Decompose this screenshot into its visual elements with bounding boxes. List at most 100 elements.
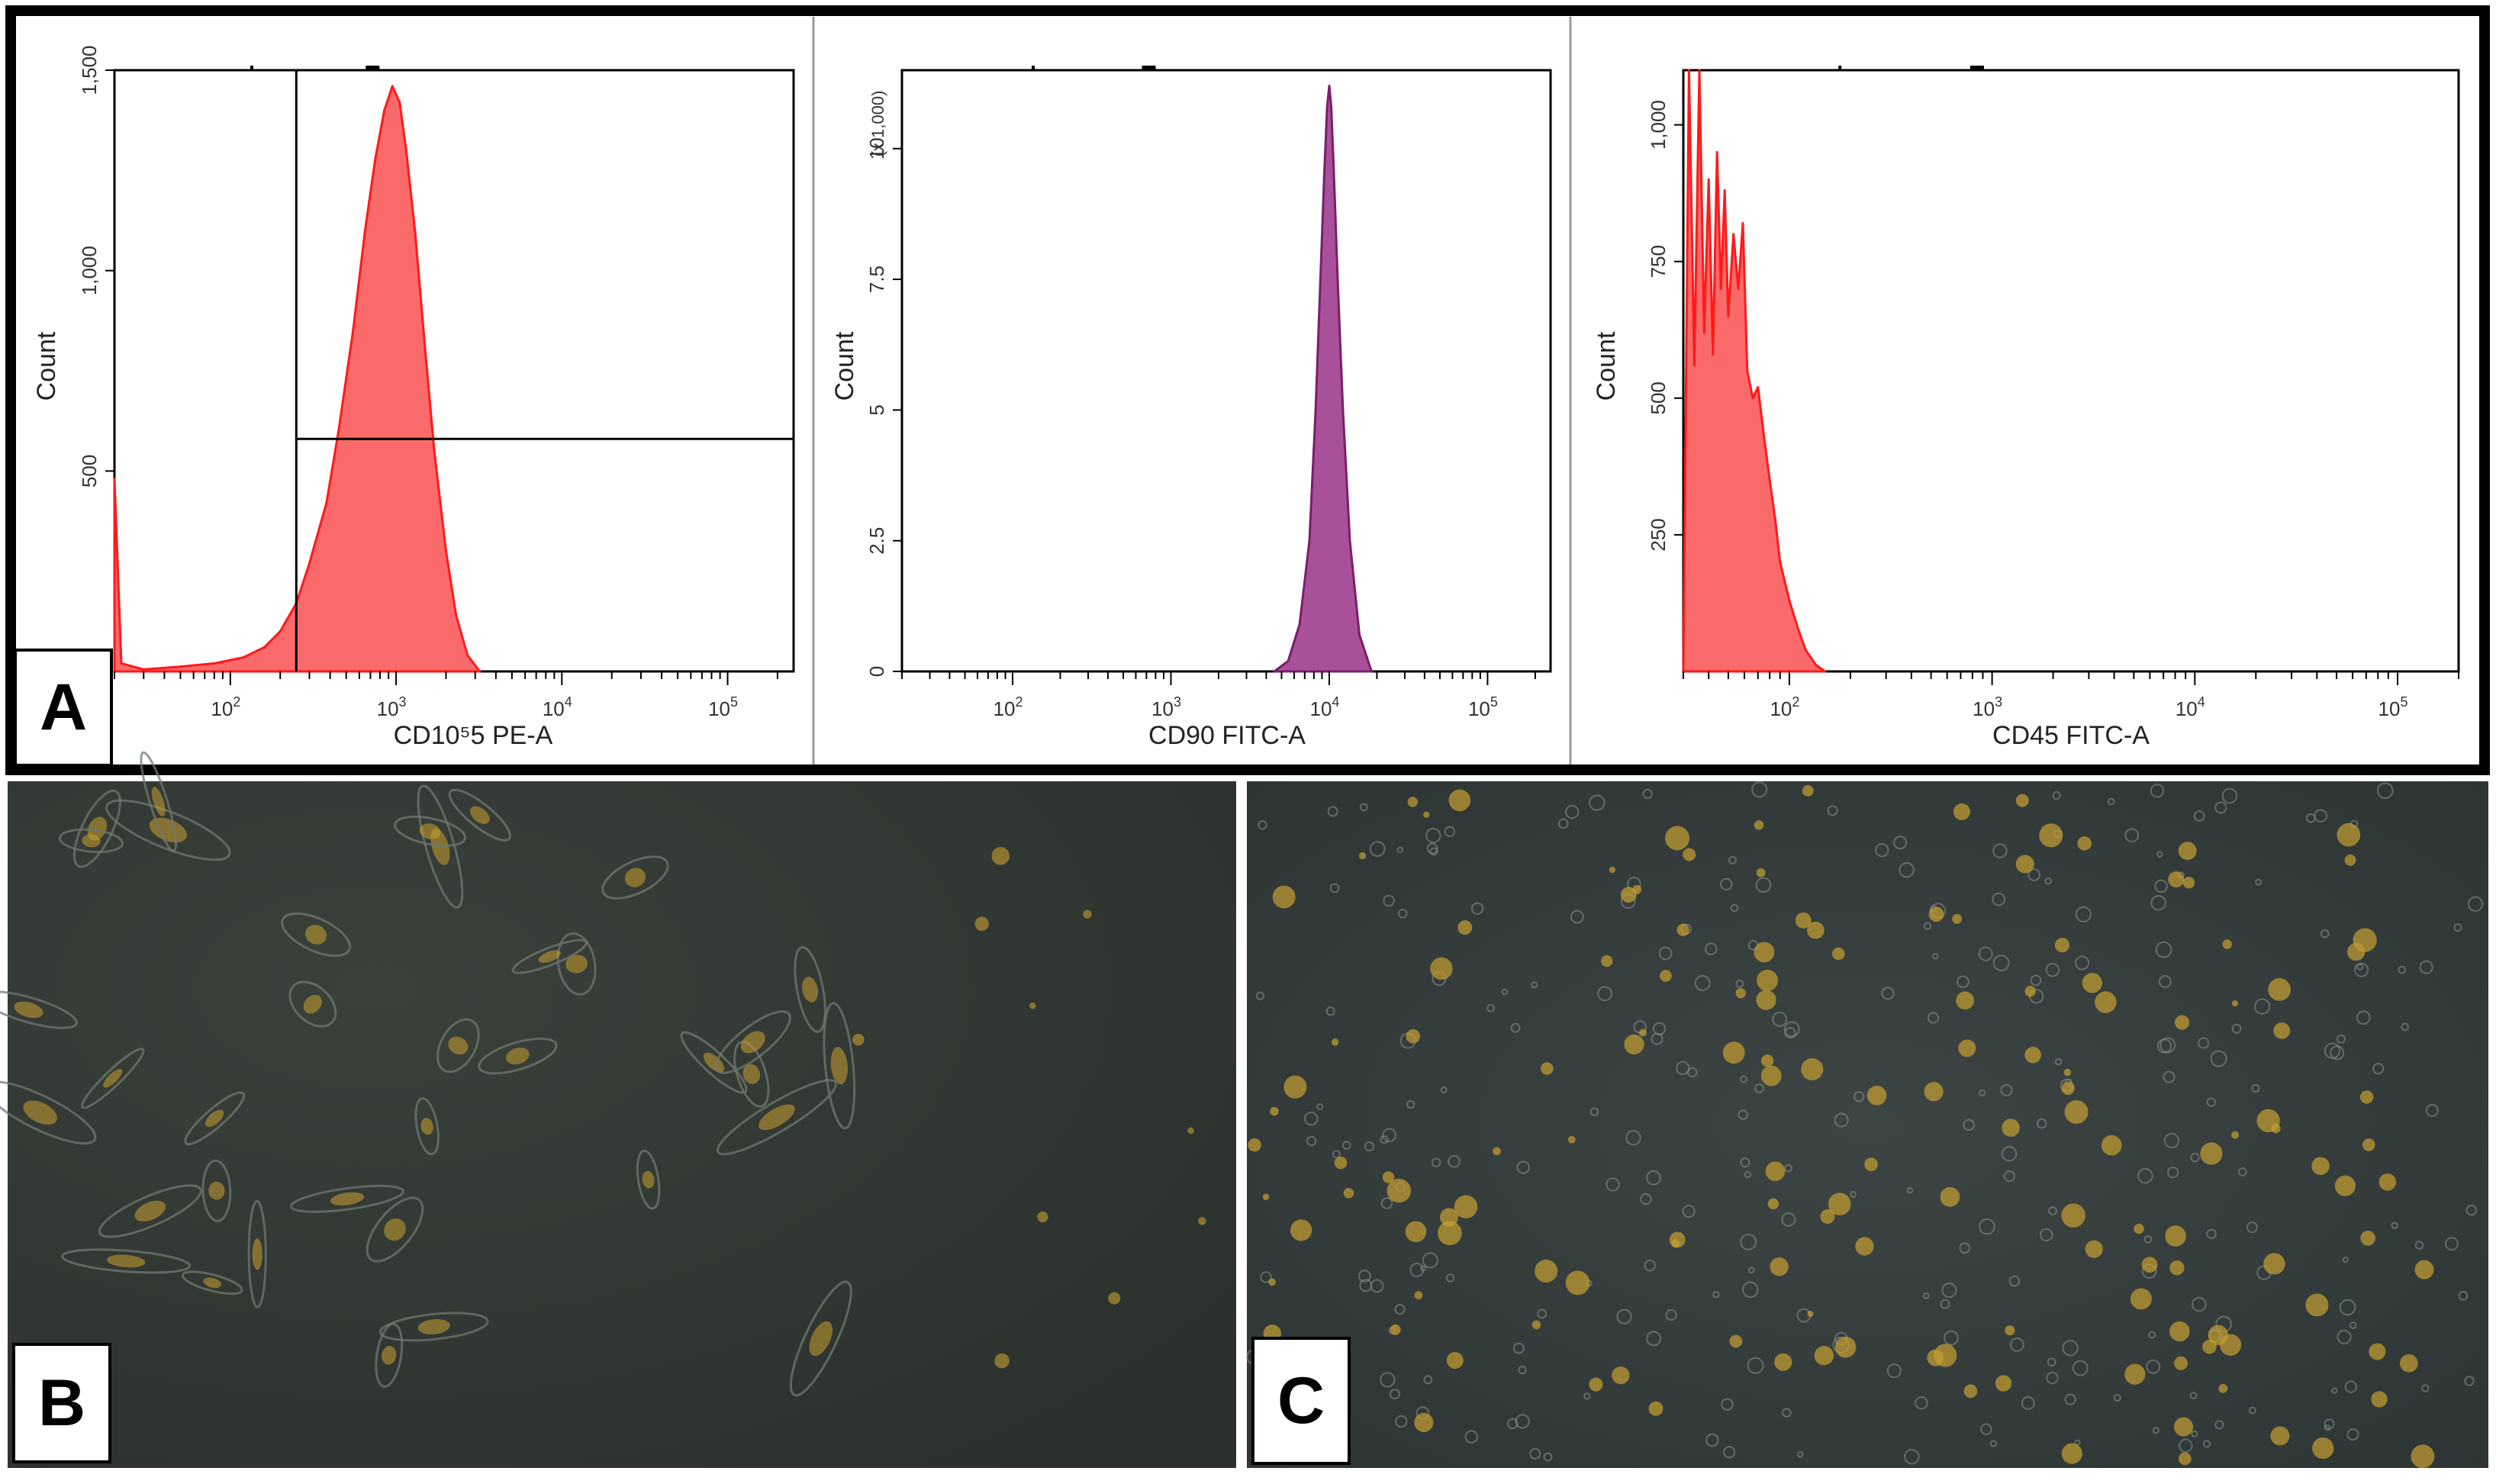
yellow-cell: [1801, 1057, 1824, 1081]
spindle-cell: [448, 788, 512, 842]
small-cell: [2398, 965, 2407, 974]
yellow-cell: [2082, 973, 2103, 993]
small-cell: [2152, 1427, 2159, 1434]
small-cell: [1687, 1067, 1698, 1078]
small-cell: [1394, 1303, 1406, 1315]
yellow-cell: [2061, 1203, 2085, 1228]
cell-nucleus: [703, 1052, 725, 1073]
yellow-cell: [1855, 1237, 1874, 1256]
small-cell: [2191, 1430, 2198, 1437]
small-cell: [1625, 1130, 1641, 1146]
data-point: [455, 614, 458, 616]
small-cell: [2254, 998, 2271, 1015]
small-cell: [1941, 1283, 1957, 1299]
small-cell: [1589, 1107, 1599, 1116]
data-point: [1796, 626, 1799, 629]
yellow-cell: [1268, 1278, 1276, 1286]
small-cell: [1537, 1309, 1548, 1319]
small-cell: [2009, 1337, 2024, 1352]
top-marker: [366, 66, 380, 70]
spindle-cell: [105, 799, 231, 861]
spindle-cell: [414, 1097, 440, 1156]
yellow-cell: [2173, 1417, 2194, 1437]
y-axis-label: Count: [830, 331, 859, 401]
small-cell: [2000, 1083, 2013, 1096]
small-cell: [1380, 1197, 1393, 1209]
yellow-cell: [2305, 1293, 2329, 1317]
yellow-cell: [1331, 1038, 1339, 1046]
small-cell: [1904, 1448, 1920, 1465]
small-cell: [1589, 794, 1605, 811]
small-cell: [2021, 1395, 2035, 1410]
yellow-cell: [1765, 1161, 1786, 1181]
y-tick-label: 1,500: [78, 45, 101, 95]
data-point: [1322, 173, 1325, 176]
data-point: [1804, 648, 1807, 651]
yellow-cell: [1807, 1311, 1814, 1318]
small-cell: [2314, 809, 2327, 823]
data-point: [1325, 105, 1329, 108]
small-cell: [1303, 1111, 1319, 1126]
yellow-cell: [1531, 1320, 1541, 1330]
spindle-cell: [0, 1080, 97, 1145]
small-cell: [2163, 1070, 2176, 1083]
yellow-cell: [1952, 913, 1963, 924]
small-cell: [1744, 1170, 1751, 1179]
small-cell: [2419, 960, 2433, 974]
small-cell: [2046, 1371, 2059, 1385]
yellow-cell: [1757, 969, 1779, 992]
data-point: [433, 449, 436, 452]
yellow-cell: [1834, 1336, 1857, 1358]
small-cell: [1772, 1011, 1788, 1027]
data-point: [1712, 353, 1715, 356]
yellow-cell: [1802, 785, 1814, 797]
cell-nucleus: [740, 1031, 765, 1054]
yellow-cell: [1343, 1187, 1354, 1199]
small-cell: [2190, 1152, 2200, 1163]
small-cell: [2246, 1222, 2258, 1234]
small-cell: [1705, 942, 1718, 956]
x-tick-label: 105: [1468, 694, 1498, 720]
small-cell: [1380, 1135, 1389, 1144]
small-cell: [2064, 1393, 2076, 1405]
small-cell: [2036, 1118, 2047, 1129]
yellow-cell: [1589, 1377, 1603, 1392]
yellow-cell: [2061, 1081, 2075, 1096]
yellow-cell: [2231, 1131, 2240, 1139]
cell-nucleus: [382, 1345, 397, 1365]
x-axis-label: CD90 FITC-A: [1148, 721, 1306, 750]
small-cell: [2040, 1228, 2053, 1242]
data-point: [1348, 539, 1351, 542]
small-cell: [2113, 1393, 2121, 1402]
small-cell: [1605, 1177, 1620, 1192]
yellow-cell: [1760, 1065, 1782, 1086]
small-cell: [1316, 1103, 1324, 1111]
small-cell: [2337, 1034, 2346, 1044]
yellow-cell: [2178, 842, 2197, 861]
yellow-cell: [2362, 1138, 2375, 1151]
small-cell: [2349, 1321, 2357, 1329]
yellow-cell: [2414, 1260, 2434, 1280]
data-point: [1273, 670, 1276, 673]
data-point: [1824, 670, 1827, 673]
small-cell: [1742, 1281, 1759, 1299]
yellow-cell: [2130, 1288, 2152, 1310]
small-cell: [1740, 1157, 1750, 1168]
yellow-cell: [2353, 928, 2377, 952]
cell-nucleus: [107, 1254, 146, 1268]
round-cell: [1187, 1127, 1194, 1135]
small-cell: [2167, 1166, 2179, 1179]
spindle-cell: [636, 1149, 661, 1210]
small-cell: [1397, 909, 1408, 919]
yellow-cell: [2124, 1363, 2146, 1385]
x-tick-label: 104: [1309, 694, 1339, 720]
yellow-cell: [2054, 938, 2070, 953]
small-cell: [1751, 781, 1768, 798]
data-point: [1308, 539, 1311, 542]
small-cell: [1646, 1331, 1662, 1347]
small-cell: [1720, 877, 1733, 891]
small-cell: [1642, 788, 1653, 800]
spindle-cell: [288, 980, 337, 1028]
data-point: [1763, 435, 1766, 438]
small-cell: [2391, 1222, 2398, 1229]
